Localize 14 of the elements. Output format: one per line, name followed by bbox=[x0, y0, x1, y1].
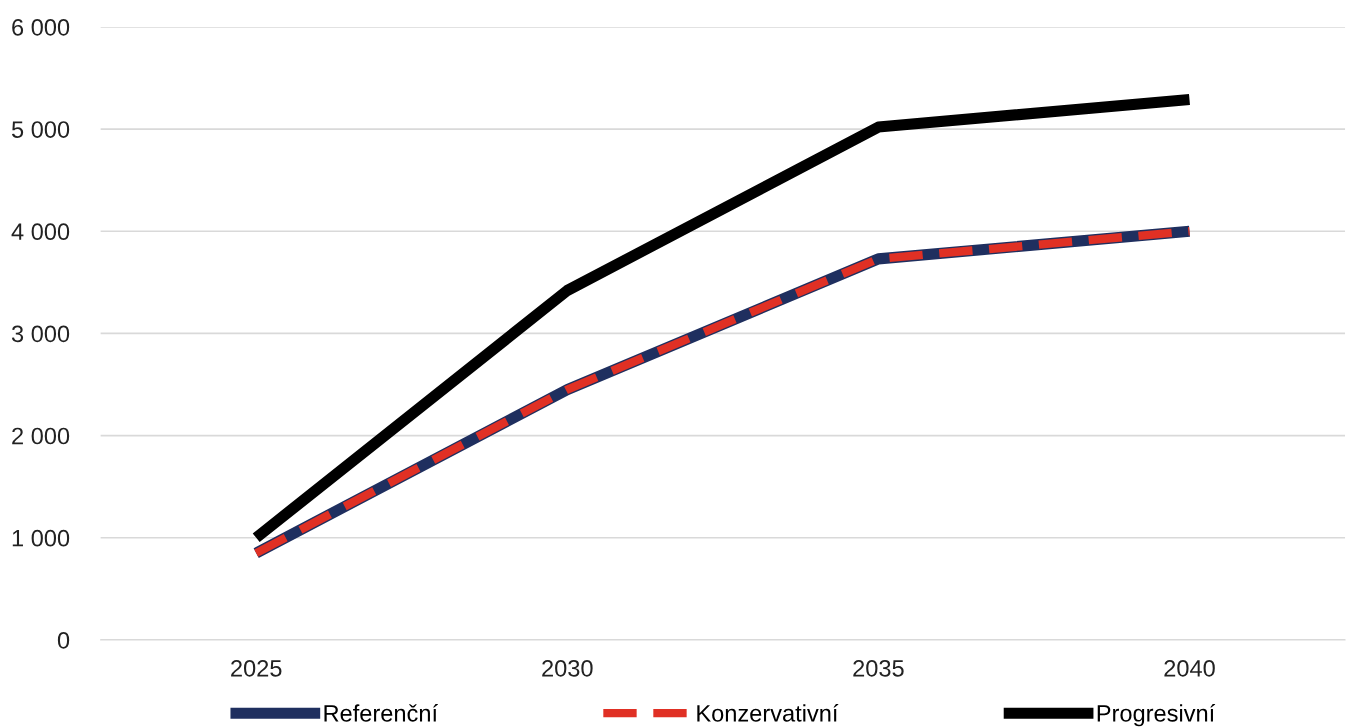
x-tick-label: 2040 bbox=[1164, 659, 1215, 677]
x-tick-label: 2025 bbox=[231, 659, 282, 677]
x-tick-label: 2035 bbox=[853, 659, 904, 677]
legend-label: Konzervativní bbox=[697, 704, 839, 722]
y-tick-label: 1 000 bbox=[12, 529, 70, 547]
x-tick-label: 2030 bbox=[542, 659, 593, 677]
y-tick-label: 3 000 bbox=[11, 325, 70, 343]
y-tick-label: 0 bbox=[57, 631, 70, 649]
y-tick-label: 6 000 bbox=[12, 19, 70, 36]
y-tick-label: 5 000 bbox=[11, 121, 70, 138]
y-tick-label: 4 000 bbox=[11, 223, 70, 241]
legend-label: Referenční bbox=[324, 704, 438, 722]
y-tick-label: 2 000 bbox=[12, 427, 70, 445]
legend-label: Progresivní bbox=[1097, 704, 1216, 727]
